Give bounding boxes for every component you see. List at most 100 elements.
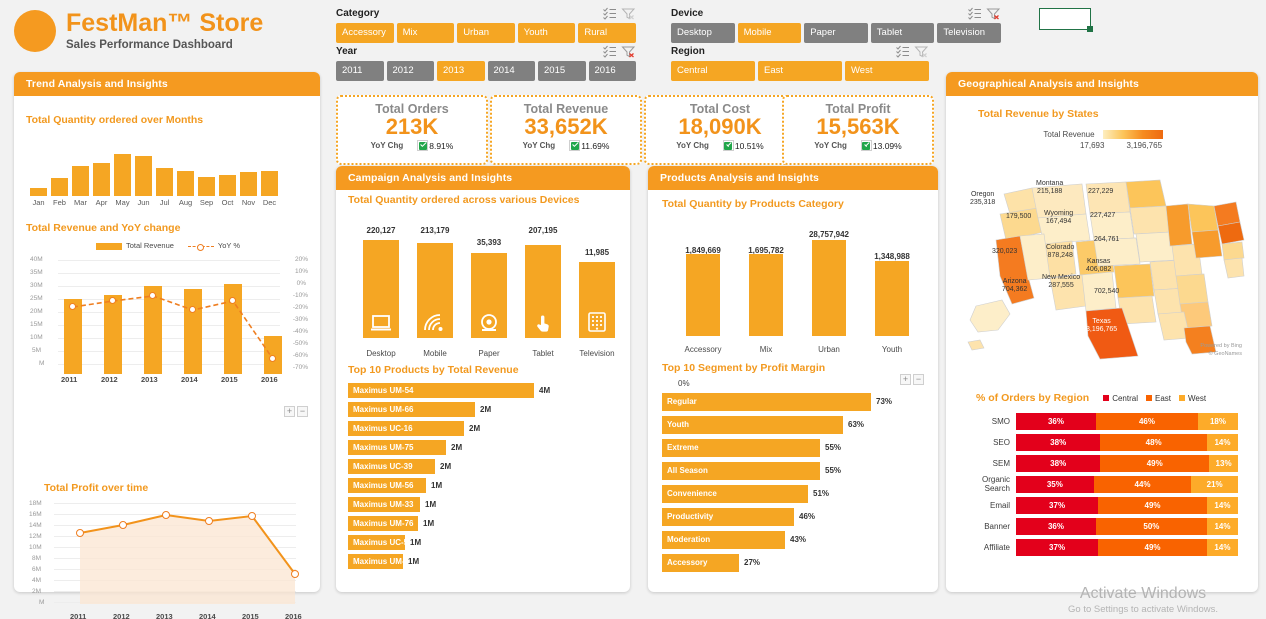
kpi-total-profit[interactable]: Total Profit 15,563K YoY Chg 13.09%: [782, 95, 934, 165]
seg-east: 46%: [1095, 412, 1199, 430]
chip-2015[interactable]: 2015: [538, 61, 586, 81]
list-item[interactable]: Regular 73%: [662, 390, 926, 413]
list-item[interactable]: Maximus UC-50 1M: [348, 533, 620, 552]
list-item[interactable]: Moderation 43%: [662, 528, 926, 551]
kpi-total-revenue[interactable]: Total Revenue 33,652K YoY Chg 11.69%: [490, 95, 642, 165]
point-2011: [69, 303, 76, 310]
chart-quantity-by-category[interactable]: Total Quantity by Products Category 1,84…: [662, 198, 926, 385]
clear-filter-icon[interactable]: [986, 7, 1001, 20]
chip-west[interactable]: West: [845, 61, 929, 81]
chip-urban[interactable]: Urban: [457, 23, 515, 43]
zoom-controls-revenue: + −: [284, 406, 308, 417]
chart-top-segments[interactable]: Top 10 Segment by Profit Margin 0% Regul…: [662, 362, 926, 574]
chip-rural[interactable]: Rural: [578, 23, 636, 43]
clear-filter-icon[interactable]: [914, 45, 929, 58]
bar-2013: [144, 286, 162, 374]
multi-select-icon[interactable]: [968, 7, 983, 20]
table-row[interactable]: SMO 36% 46% 18%: [956, 412, 1238, 430]
list-item[interactable]: Productivity 46%: [662, 505, 926, 528]
chip-2011[interactable]: 2011: [336, 61, 384, 81]
list-item[interactable]: Maximus UC-39 2M: [348, 457, 620, 476]
chip-tablet[interactable]: Tablet: [870, 23, 935, 43]
chart-orders-by-region[interactable]: % of Orders by Region Central East West …: [956, 392, 1250, 559]
chart-revenue-yoy[interactable]: Total Revenue and YoY change Total Reven…: [26, 222, 310, 417]
multi-select-icon[interactable]: [603, 7, 618, 20]
seg-east: 50%: [1095, 517, 1207, 535]
kpi-total-cost[interactable]: Total Cost 18,090K YoY Chg 10.51%: [644, 95, 796, 165]
seg-east: 49%: [1098, 538, 1207, 556]
zoom-in-button[interactable]: +: [284, 406, 295, 417]
clear-filter-icon[interactable]: [621, 45, 636, 58]
xtick: 2015: [221, 375, 238, 384]
table-row[interactable]: Affiliate 37% 49% 14%: [956, 538, 1238, 556]
table-row[interactable]: SEM 38% 49% 13%: [956, 454, 1238, 472]
slicer-device-chips: Desktop Mobile Paper Tablet Television: [671, 23, 1001, 43]
chip-paper[interactable]: Paper: [804, 23, 868, 43]
multi-select-icon[interactable]: [896, 45, 911, 58]
multi-select-icon[interactable]: [603, 45, 618, 58]
list-item[interactable]: Maximus UC-16 2M: [348, 419, 620, 438]
zoom-out-button[interactable]: −: [913, 374, 924, 385]
map-label-value-179500: 179,500: [1006, 213, 1032, 220]
list-item[interactable]: Accessory 27%: [662, 551, 926, 574]
kpi-total-orders[interactable]: Total Orders 213K YoY Chg 8.91%: [336, 95, 488, 165]
table-row[interactable]: Organic Search 35% 44% 21%: [956, 475, 1238, 493]
chart-quantity-by-device[interactable]: Total Quantity ordered across various De…: [348, 194, 620, 364]
xtick: Aug: [178, 198, 193, 207]
clear-filter-icon[interactable]: [621, 7, 636, 20]
list-item[interactable]: Youth 63%: [662, 413, 926, 436]
choropleth-map[interactable]: Oregon 235,318 Montana 215,188 227,229 1…: [960, 156, 1246, 361]
chip-accessory[interactable]: Accessory: [336, 23, 394, 43]
kpi-value: 15,563K: [816, 114, 900, 139]
axis-start-label: 0%: [678, 379, 690, 388]
chip-2012[interactable]: 2012: [386, 61, 434, 81]
list-item[interactable]: Maximus UM-76 1M: [348, 514, 620, 533]
zoom-out-button[interactable]: −: [297, 406, 308, 417]
table-row[interactable]: Email 37% 49% 14%: [956, 496, 1238, 514]
chart-profit-over-time[interactable]: Total Profit over time 18M 16M 14M 12M 1…: [26, 482, 310, 619]
zoom-in-button[interactable]: +: [900, 374, 911, 385]
list-item[interactable]: Convenience 51%: [662, 482, 926, 505]
list-item[interactable]: Maximus UM-56 1M: [348, 476, 620, 495]
table-row[interactable]: SEO 38% 48% 14%: [956, 433, 1238, 451]
y2tick: 10%: [294, 268, 308, 275]
chip-east[interactable]: East: [758, 61, 842, 81]
table-row[interactable]: Banner 36% 50% 14%: [956, 517, 1238, 535]
seg-central: 35%: [1016, 475, 1094, 493]
chip-mix[interactable]: Mix: [396, 23, 455, 43]
xtick: 2015: [242, 612, 259, 619]
legend-label: East: [1154, 393, 1171, 403]
seg-west: 14%: [1206, 433, 1238, 451]
zoom-controls-category: + −: [900, 374, 924, 385]
list-item[interactable]: All Season 55%: [662, 459, 926, 482]
bar-label: Maximus UM-56: [348, 478, 426, 493]
slicer-category-header: Category: [336, 7, 636, 20]
chart-top-products[interactable]: Top 10 Products by Total Revenue Maximus…: [348, 364, 620, 571]
list-item[interactable]: Maximus UM-1 1M: [348, 552, 620, 571]
list-item[interactable]: Extreme 55%: [662, 436, 926, 459]
chip-2014[interactable]: 2014: [487, 61, 535, 81]
chip-youth[interactable]: Youth: [517, 23, 576, 43]
monthly-axis-labels: Jan Feb Mar Apr May Jun Jul Aug Sep Oct …: [26, 198, 308, 207]
slicer-year-chips: 2011 2012 2013 2014 2015 2016: [336, 61, 636, 81]
trend-up-icon: [417, 140, 429, 151]
chip-central[interactable]: Central: [671, 61, 755, 81]
chip-mobile[interactable]: Mobile: [737, 23, 802, 43]
legend-swatch-east: [1145, 394, 1152, 401]
list-item[interactable]: Maximus UM-75 2M: [348, 438, 620, 457]
chip-2016[interactable]: 2016: [588, 61, 636, 81]
chip-2013[interactable]: 2013: [437, 61, 485, 81]
chip-television[interactable]: Television: [937, 23, 1001, 43]
list-item[interactable]: Maximus UM-54 4M: [348, 381, 620, 400]
bar-label: Convenience: [662, 484, 808, 503]
list-item[interactable]: Maximus UM-66 2M: [348, 400, 620, 419]
kpi-yoy-label: YoY Chg: [676, 141, 709, 150]
chip-desktop[interactable]: Desktop: [671, 23, 735, 43]
bar-nov: [240, 172, 257, 196]
legend-label: Total Revenue: [125, 241, 174, 250]
chart-revenue-by-states[interactable]: Total Revenue by States Total Revenue 17…: [960, 108, 1246, 408]
cell-selection-box[interactable]: [1039, 8, 1093, 32]
list-item[interactable]: Maximus UM-33 1M: [348, 495, 620, 514]
point-2014: [205, 517, 213, 525]
chart-monthly-quantity[interactable]: Total Quantity ordered over Months Jan F…: [26, 114, 308, 207]
